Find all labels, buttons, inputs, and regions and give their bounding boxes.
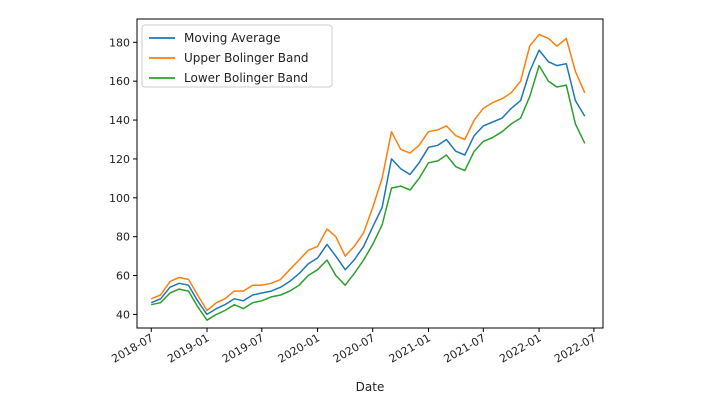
y-tick-label: 80 [116, 231, 130, 244]
x-tick-label: 2021-01 [387, 331, 433, 365]
series-layer [150, 33, 586, 321]
x-tick-label: 2018-07 [109, 331, 155, 365]
series-line-1 [150, 33, 586, 312]
x-tick-label: 2019-01 [165, 331, 211, 365]
series-line-2 [151, 64, 586, 321]
y-tick-label: 180 [109, 36, 130, 49]
legend-box [141, 24, 333, 88]
x-tick-label: 2020-01 [276, 331, 322, 365]
x-tick-label: 2022-01 [497, 331, 543, 365]
x-axis: 2018-07 2019-01 2019-07 2020-01 2020-07 2021-… [109, 328, 598, 366]
x-tick-label: 2021-07 [441, 331, 487, 365]
legend-label-0: Moving Average [184, 31, 280, 45]
y-tick-label: 120 [109, 153, 130, 166]
x-tick-label: 2022-07 [552, 331, 598, 365]
y-tick-label: 40 [116, 308, 130, 321]
plot-frame [136, 18, 604, 329]
y-axis: 40 60 80 100 120 140 160 180 [109, 36, 137, 321]
x-axis-title: Date [356, 380, 385, 394]
x-tick-label: 2019-07 [220, 331, 266, 365]
legend-label-2: Lower Bolinger Band [184, 71, 308, 85]
series-line-0 [150, 49, 586, 316]
x-tick-label: 2020-07 [331, 331, 377, 365]
legend: Moving Average Upper Bolinger Band Lower B… [141, 24, 333, 88]
y-tick-label: 160 [109, 75, 130, 88]
y-tick-label: 60 [116, 270, 130, 283]
y-tick-label: 100 [109, 192, 130, 205]
legend-label-1: Upper Bolinger Band [184, 51, 309, 65]
y-tick-label: 140 [109, 114, 130, 127]
